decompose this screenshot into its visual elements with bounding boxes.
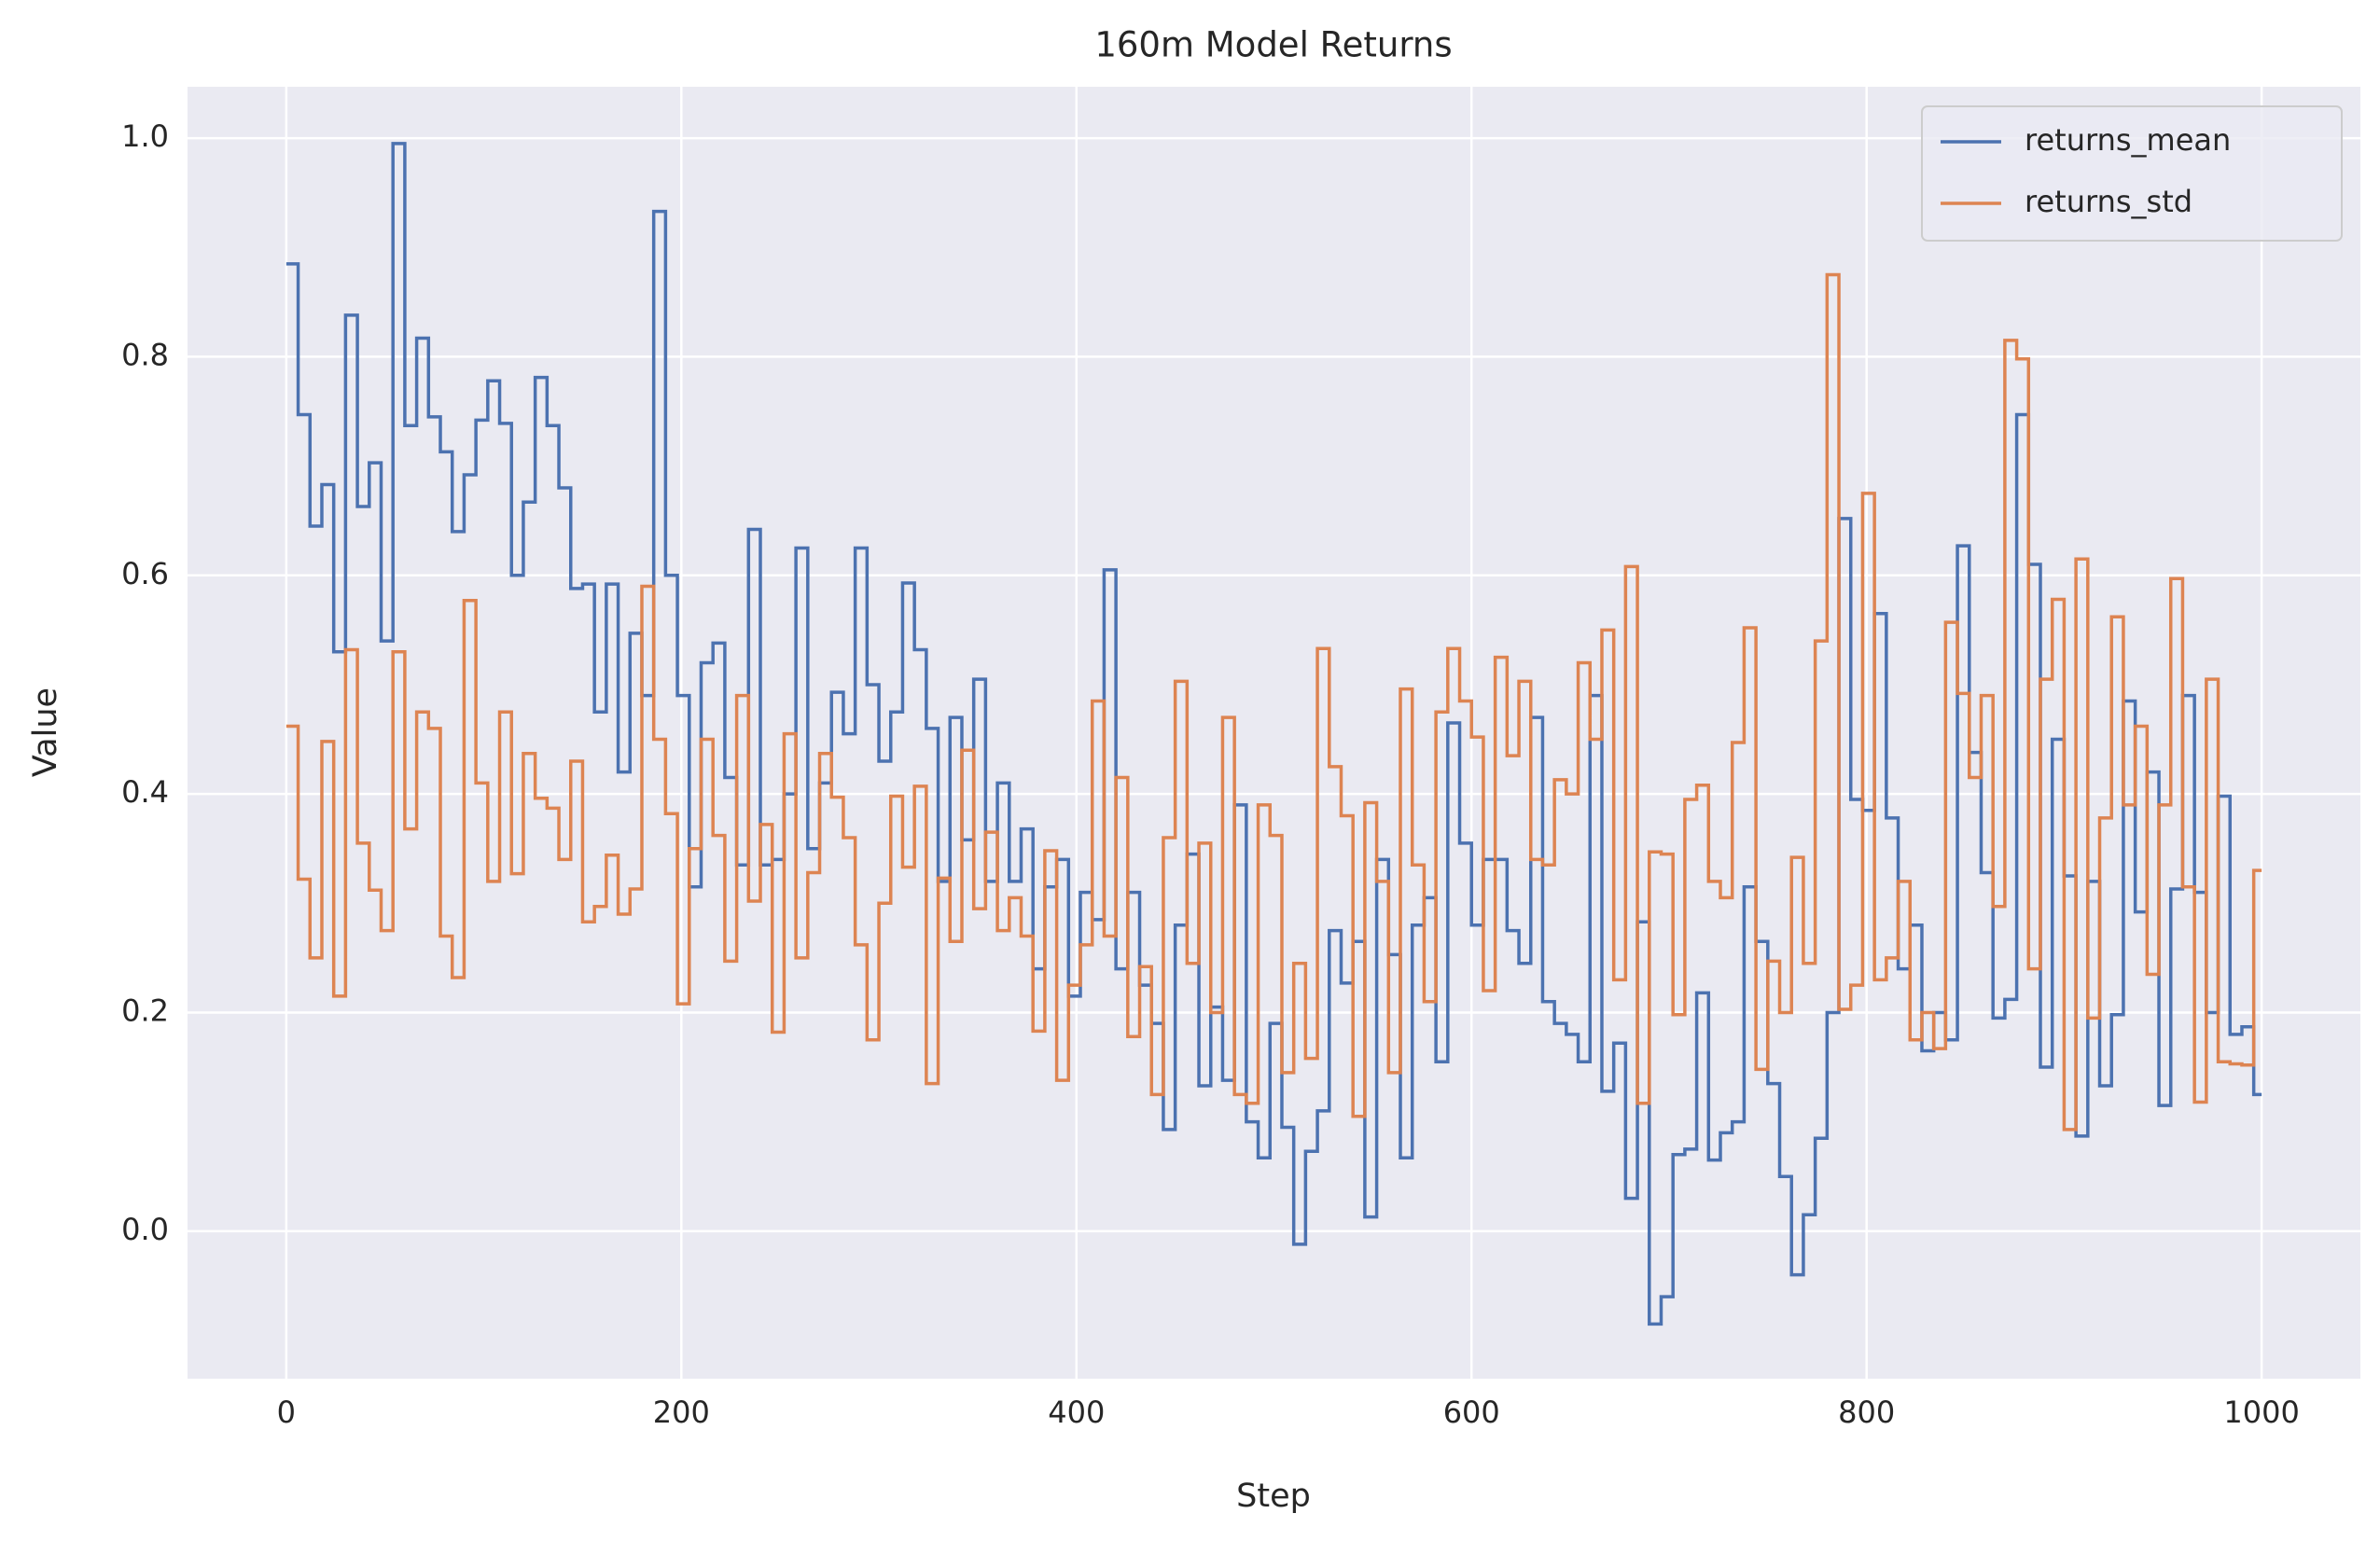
y-axis-label: Value: [27, 687, 64, 777]
series-line: [285, 272, 2262, 1131]
y-tick-label: 0.2: [121, 993, 169, 1028]
legend-label: returns_std: [2025, 184, 2192, 219]
x-tick-label: 600: [1443, 1395, 1500, 1430]
y-tick-label: 0.8: [121, 337, 169, 372]
x-tick-label: 400: [1048, 1395, 1105, 1430]
x-tick-label: 1000: [2223, 1395, 2299, 1430]
x-tick-label: 0: [277, 1395, 296, 1430]
legend-label: returns_mean: [2025, 122, 2231, 158]
y-tick-label: 0.6: [121, 556, 169, 591]
x-tick-label: 800: [1838, 1395, 1895, 1430]
plot-area: [188, 87, 2360, 1379]
y-tick-label: 0.4: [121, 774, 169, 810]
y-tick-label: 1.0: [121, 118, 169, 154]
chart-title: 160m Model Returns: [1094, 25, 1452, 65]
legend-box: [1921, 105, 2343, 242]
x-tick-label: 200: [653, 1395, 710, 1430]
x-axis-label: Step: [1236, 1478, 1311, 1515]
y-tick-label: 0.0: [121, 1212, 169, 1247]
